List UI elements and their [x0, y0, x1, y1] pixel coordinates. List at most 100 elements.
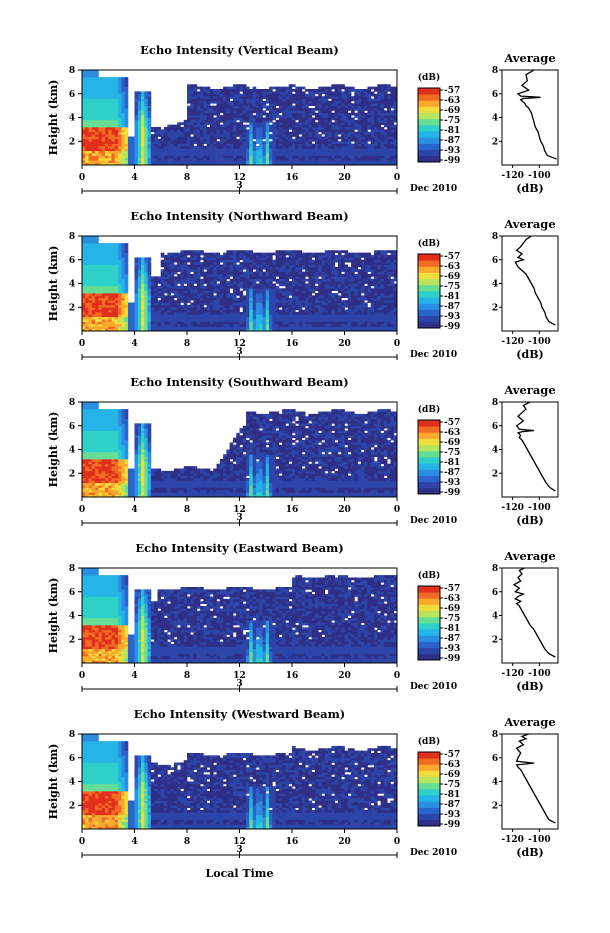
heatmap-cell [184, 279, 188, 282]
heatmap-cell [259, 132, 263, 135]
colorbar-swatch [418, 137, 440, 144]
heatmap-cell [92, 295, 96, 298]
heatmap-cell [105, 243, 109, 246]
heatmap-cell [361, 106, 365, 109]
heatmap-cell [276, 110, 280, 113]
heatmap-cell [322, 110, 326, 113]
heatmap-cell [279, 257, 283, 260]
heatmap-cell [85, 89, 89, 92]
heatmap-cell [272, 279, 276, 282]
heatmap-cell [138, 99, 142, 102]
heatmap-cell [112, 156, 116, 159]
heatmap-cell [161, 279, 165, 282]
heatmap-cell [108, 303, 112, 306]
heatmap-cell [190, 276, 194, 279]
heatmap-cell [338, 118, 342, 121]
heatmap-cell [200, 148, 204, 151]
heatmap-cell [89, 238, 93, 241]
heatmap-cell [220, 146, 224, 149]
heatmap-cell [121, 300, 125, 303]
heatmap-cell [220, 322, 224, 325]
heatmap-cell [335, 96, 339, 99]
heatmap-cell [236, 96, 240, 99]
heatmap-cell [249, 272, 253, 275]
heatmap-cell [200, 101, 204, 104]
heatmap-cell [105, 91, 109, 94]
heatmap-cell [377, 134, 381, 137]
heatmap-cell [249, 115, 253, 118]
heatmap-cell [243, 156, 247, 159]
heatmap-cell [249, 255, 253, 258]
heatmap-cell [82, 156, 86, 159]
heatmap-cell [144, 303, 148, 306]
heatmap-cell [190, 288, 194, 291]
heatmap-cell [299, 156, 303, 159]
heatmap-cell [89, 255, 93, 258]
heatmap-cell [331, 148, 335, 151]
heatmap-cell [207, 127, 211, 130]
heatmap-cell [289, 101, 293, 104]
heatmap-cell [272, 300, 276, 303]
heatmap-cell [184, 291, 188, 294]
heatmap-cell [384, 87, 388, 90]
heatmap-cell [89, 153, 93, 156]
heatmap-cell [190, 101, 194, 104]
heatmap-cell [203, 300, 207, 303]
heatmap-cell [115, 303, 119, 306]
heatmap-cell [138, 101, 142, 104]
heatmap-cell [148, 281, 152, 284]
heatmap-cell [266, 101, 270, 104]
heatmap-cell [348, 160, 352, 163]
heatmap-cell [190, 310, 194, 313]
heatmap-cell [95, 141, 99, 144]
heatmap-cell [236, 310, 240, 313]
heatmap-cell [187, 293, 191, 296]
heatmap-cell [266, 134, 270, 137]
heatmap-cell [328, 115, 332, 118]
heatmap-cell [351, 129, 355, 132]
heatmap-cell [266, 139, 270, 142]
heatmap-cell [272, 312, 276, 315]
heatmap-cell [272, 110, 276, 113]
heatmap-cell [138, 317, 142, 320]
heatmap-cell [328, 156, 332, 159]
heatmap-cell [315, 108, 319, 111]
heatmap-cell [236, 103, 240, 106]
heatmap-cell [269, 151, 273, 154]
heatmap-cell [285, 99, 289, 102]
heatmap-cell [338, 103, 342, 106]
heatmap-cell [85, 103, 89, 106]
heatmap-cell [217, 129, 221, 132]
heatmap-cell [197, 129, 201, 132]
heatmap-cell [190, 262, 194, 265]
heatmap-cell [302, 106, 306, 109]
heatmap-cell [131, 317, 135, 320]
heatmap-cell [210, 326, 214, 329]
heatmap-cell [167, 310, 171, 313]
heatmap-cell [118, 99, 122, 102]
heatmap-cell [184, 322, 188, 325]
heatmap-cell [384, 94, 388, 97]
heatmap-cell [197, 279, 201, 282]
heatmap-cell [174, 267, 178, 270]
heatmap-cell [226, 151, 230, 154]
heatmap-cell [89, 144, 93, 147]
heatmap-cell [105, 153, 109, 156]
heatmap-cell [233, 303, 237, 306]
heatmap-cell [164, 267, 168, 270]
heatmap-cell [233, 300, 237, 303]
heatmap-cell [272, 156, 276, 159]
heatmap-cell [289, 151, 293, 154]
heatmap-cell [233, 319, 237, 322]
heatmap-cell [213, 156, 217, 159]
heatmap-cell [157, 300, 161, 303]
heatmap-cell [167, 127, 171, 130]
heatmap-cell [377, 153, 381, 156]
heatmap-cell [98, 103, 102, 106]
heatmap-cell [125, 84, 129, 87]
heatmap-cell [89, 115, 93, 118]
heatmap-cell [354, 120, 358, 123]
heatmap-cell [167, 317, 171, 320]
heatmap-cell [256, 129, 260, 132]
heatmap-cell [276, 122, 280, 125]
